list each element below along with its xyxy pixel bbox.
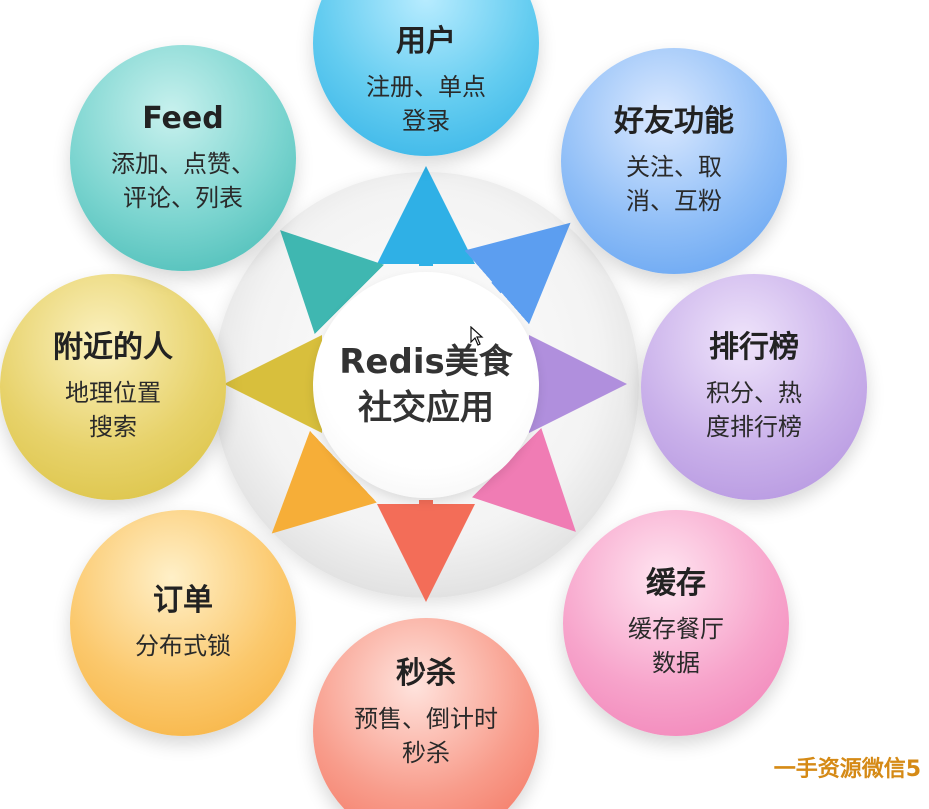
node-description: 分布式锁 [135,632,231,660]
node-title: 用户 [396,24,456,59]
node-nearby: 附近的人 地理位置 搜索 [0,274,226,500]
node-description: 地理位置 搜索 [65,379,161,441]
node-user: 用户 注册、单点 登录 [313,0,539,156]
node-title: 附近的人 [53,330,173,365]
node-feed: Feed 添加、点赞、 评论、列表 [70,45,296,271]
center-title-line-1: Redis美食 [339,342,513,382]
node-title: 秒杀 [396,656,456,691]
node-description: 预售、倒计时 秒杀 [354,705,498,767]
center-node: Redis美食 社交应用 [313,272,539,498]
node-rank: 排行榜 积分、热 度排行榜 [641,274,867,500]
node-cache: 缓存 缓存餐厅 数据 [563,510,789,736]
node-title: 好友功能 [614,104,734,139]
node-title: 缓存 [646,566,706,601]
node-friend: 好友功能 关注、取 消、互粉 [561,48,787,274]
node-description: 关注、取 消、互粉 [626,153,722,215]
node-title: Feed [142,101,224,136]
node-order: 订单 分布式锁 [70,510,296,736]
node-title: 排行榜 [709,330,799,365]
center-title-line-2: 社交应用 [358,388,494,428]
watermark-text: 一手资源微信5 [773,757,921,782]
node-description: 缓存餐厅 数据 [628,615,724,677]
node-description: 注册、单点 登录 [366,73,486,135]
node-description: 添加、点赞、 评论、列表 [111,150,255,212]
node-seckill: 秒杀 预售、倒计时 秒杀 [313,618,539,809]
node-description: 积分、热 度排行榜 [706,379,802,441]
node-title: 订单 [153,583,213,618]
